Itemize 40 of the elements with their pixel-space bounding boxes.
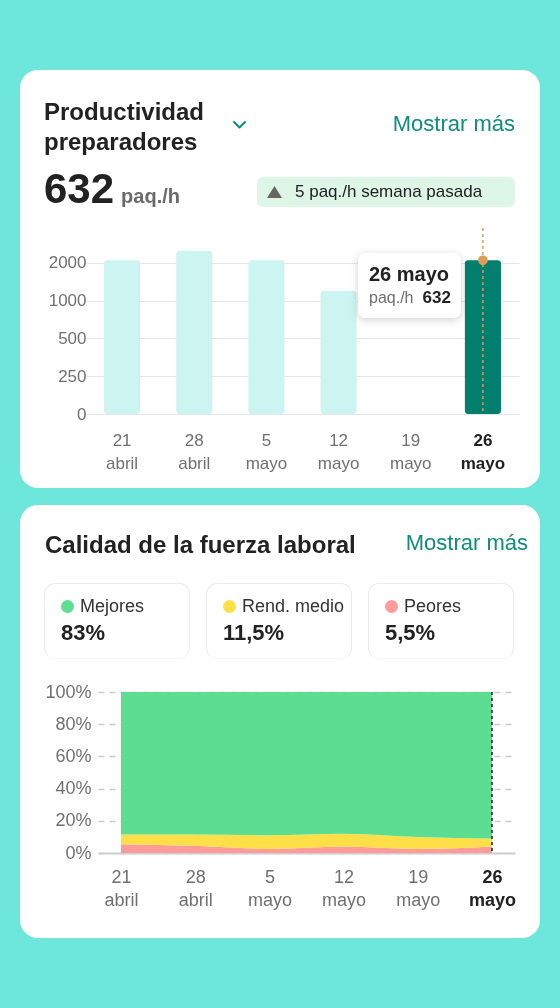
text: Mostrar más [405, 530, 528, 556]
x-tick-label: 12 mayo [322, 866, 367, 910]
y-tick-label: 0% [65, 842, 92, 863]
x-tick-label: 26 mayo [460, 430, 506, 473]
y-tick-label: 250 [58, 366, 87, 386]
annotation: 632 [422, 287, 451, 309]
text: paq./h [121, 185, 180, 208]
legend-label: Peores [404, 595, 462, 617]
x-tick-label: 12 mayo [317, 430, 360, 473]
x-tick-label: 28 abril [178, 430, 211, 473]
y-tick-label: 80% [55, 713, 92, 734]
legend-card: Rend. medio 11,5% [206, 583, 352, 659]
badge: 5 paq./h semana pasada [257, 177, 515, 207]
y-tick-label: 40% [55, 778, 92, 799]
x-tick-label: 28 abril [178, 866, 213, 910]
chart-title: Productividad preparadores [44, 97, 206, 157]
y-tick-label: 1000 [48, 291, 87, 311]
x-tick-label: 26 mayo [468, 866, 517, 910]
legend-label: Rend. medio [242, 595, 345, 617]
legend-card: Peores 5,5% [368, 583, 514, 659]
legend-label: Mejores [80, 595, 145, 617]
y-tick-label: 0 [77, 404, 87, 424]
tooltip: 26 mayo paq./h 632 [358, 253, 461, 318]
y-tick-label: 100% [45, 681, 92, 702]
text: Mostrar más [392, 111, 515, 137]
annotation: paq./h [369, 288, 414, 308]
x-tick-label: 21 abril [104, 866, 139, 910]
x-tick-label: 5 mayo [245, 430, 288, 473]
y-tick-label: 500 [58, 328, 87, 348]
x-tick-label: 5 mayo [247, 866, 292, 910]
y-tick-label: 2000 [48, 253, 87, 273]
annotation: 26 mayo [369, 262, 451, 287]
x-tick-label: 19 mayo [389, 430, 432, 473]
x-tick-label: 19 mayo [396, 866, 441, 910]
x-tick-label: 21 abril [106, 430, 139, 473]
text: 632 [44, 165, 115, 212]
legend-card: Mejores 83% [44, 583, 190, 659]
chart-title: Calidad de la fuerza laboral [45, 531, 356, 558]
y-tick-label: 20% [55, 810, 92, 831]
y-tick-label: 60% [55, 745, 92, 766]
